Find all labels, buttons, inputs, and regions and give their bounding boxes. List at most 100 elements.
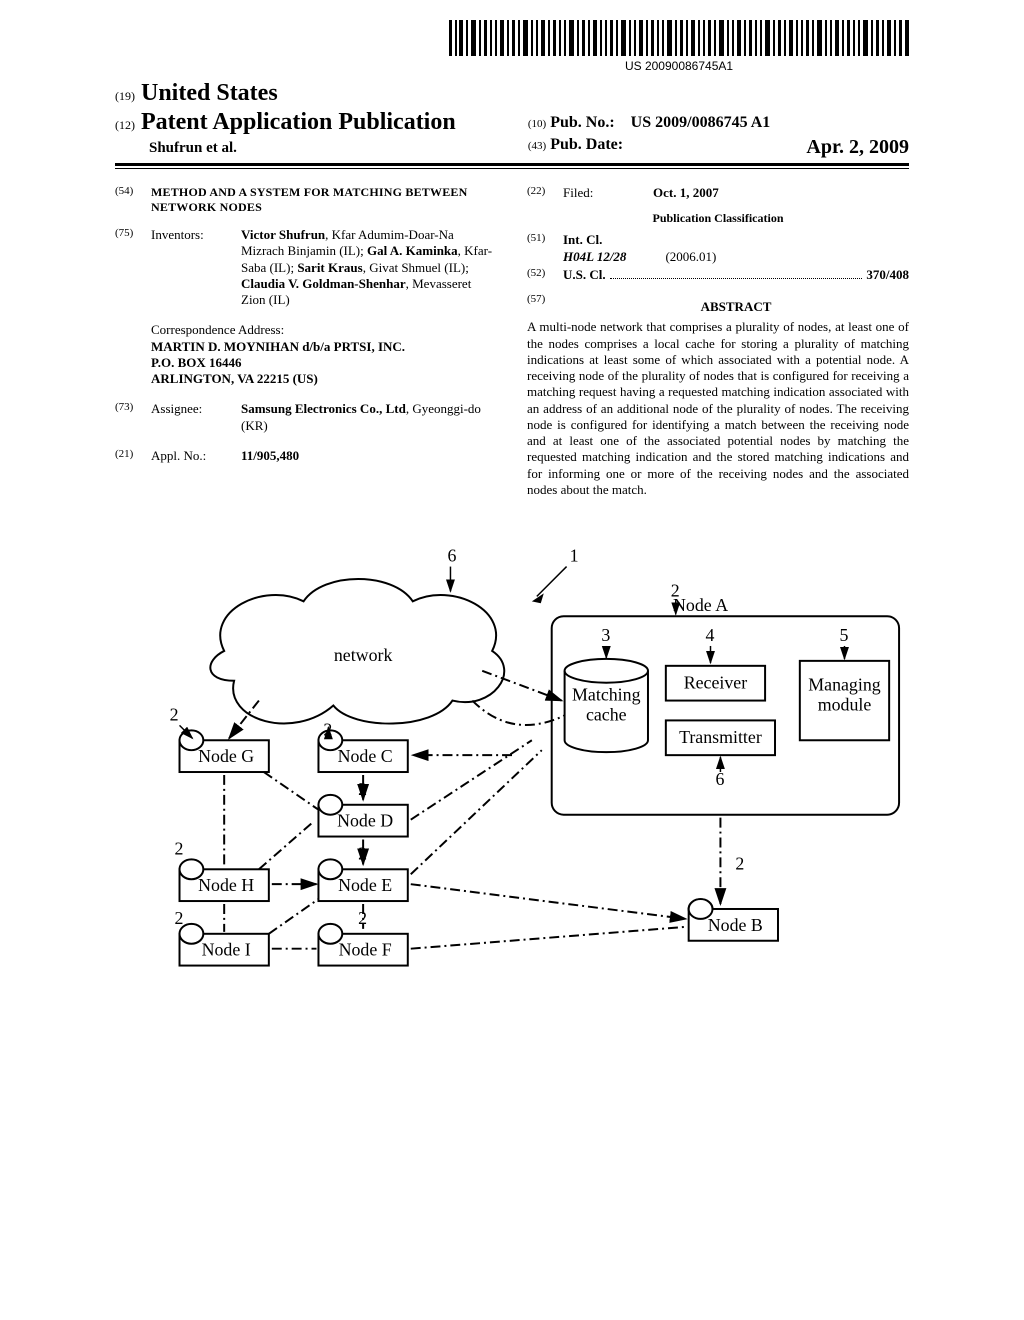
code-51: (51) <box>527 232 563 265</box>
barcode-svg <box>449 20 909 56</box>
field-21: (21) Appl. No.: 11/905,480 <box>115 448 497 464</box>
ref-2-g: 2 <box>170 704 179 724</box>
patent-page: US 20090086745A1 (19) United States (12)… <box>0 0 1024 1320</box>
node-b: Node B <box>689 899 778 941</box>
us-cl-dots <box>610 268 863 279</box>
code-19: (19) <box>115 89 135 103</box>
code-75: (75) <box>115 227 151 308</box>
inv4-name: Claudia V. Goldman-Shenhar <box>241 276 406 291</box>
ref-2-h: 2 <box>175 838 184 858</box>
code-57: (57) <box>527 293 563 315</box>
authors-line: Shufrun et al. <box>115 140 496 157</box>
int-cl-row: H04L 12/28 (2006.01) <box>563 249 909 265</box>
svg-text:Node F: Node F <box>339 940 392 960</box>
transmitter-label: Transmitter <box>679 727 762 747</box>
svg-text:Node C: Node C <box>338 746 393 766</box>
right-column: (22) Filed: Oct. 1, 2007 Publication Cla… <box>527 185 909 498</box>
connections <box>224 671 720 949</box>
cache-label-2: cache <box>586 704 627 724</box>
svg-text:Node E: Node E <box>338 875 392 895</box>
pub-no-line: (10) Pub. No.: US 2009/0086745 A1 <box>528 114 909 132</box>
label-75: Inventors: <box>151 227 241 308</box>
doc-type-line: (12) Patent Application Publication <box>115 109 496 136</box>
corr-line2: P.O. BOX 16446 <box>151 355 497 371</box>
ref-3: 3 <box>601 625 610 645</box>
cache-top <box>565 659 648 683</box>
label-22: Filed: <box>563 185 653 201</box>
code-54: (54) <box>115 185 151 215</box>
diagram-svg: network 6 1 Node A 2 Matching cache 3 Re… <box>115 540 909 1010</box>
cache-label-1: Matching <box>572 685 641 705</box>
field-73: (73) Assignee: Samsung Electronics Co., … <box>115 401 497 434</box>
ref-1: 1 <box>570 546 579 566</box>
header-right: (10) Pub. No.: US 2009/0086745 A1 (43) P… <box>528 80 909 159</box>
country-name: United States <box>141 80 278 106</box>
country-line: (19) United States <box>115 80 496 107</box>
left-column: (54) METHOD AND A SYSTEM FOR MATCHING BE… <box>115 185 497 498</box>
inv3-rest: , Givat Shmuel (IL); <box>363 260 469 275</box>
managing-label-2: module <box>818 694 872 714</box>
rule-thin <box>115 168 909 169</box>
int-cl-label: Int. Cl. <box>563 232 909 248</box>
label-73: Assignee: <box>151 401 241 434</box>
abstract-text: A multi-node network that comprises a pl… <box>527 319 909 498</box>
pub-no-label: Pub. No.: <box>550 114 614 131</box>
us-cl-value: 370/408 <box>866 267 909 283</box>
appl-no-value: 11/905,480 <box>241 448 497 464</box>
correspondence-block: Correspondence Address: MARTIN D. MOYNIH… <box>151 322 497 387</box>
body-columns: (54) METHOD AND A SYSTEM FOR MATCHING BE… <box>115 185 909 498</box>
barcode-text: US 20090086745A1 <box>449 59 909 73</box>
code-52: (52) <box>527 267 563 283</box>
code-73: (73) <box>115 401 151 434</box>
int-cl-block: Int. Cl. H04L 12/28 (2006.01) <box>563 232 909 265</box>
rule-thick <box>115 163 909 166</box>
ref-1-line <box>537 567 567 597</box>
cloud-label: network <box>334 645 393 665</box>
inv3-name: Sarit Kraus <box>297 260 362 275</box>
inv2-name: Gal A. Kaminka <box>367 243 458 258</box>
corr-line3: ARLINGTON, VA 22215 (US) <box>151 371 497 387</box>
field-52: (52) U.S. Cl. 370/408 <box>527 267 909 283</box>
int-cl-class: H04L 12/28 <box>563 249 626 264</box>
code-12: (12) <box>115 118 135 132</box>
header-left: (19) United States (12) Patent Applicati… <box>115 80 496 157</box>
receiver-label: Receiver <box>684 673 748 693</box>
us-cl-block: U.S. Cl. 370/408 <box>563 267 909 283</box>
field-75: (75) Inventors: Victor Shufrun, Kfar Adu… <box>115 227 497 308</box>
svg-text:Node D: Node D <box>337 811 393 831</box>
managing-label-1: Managing <box>808 675 880 695</box>
code-21: (21) <box>115 448 151 464</box>
svg-text:Node B: Node B <box>708 915 763 935</box>
svg-text:Node I: Node I <box>202 940 251 960</box>
barcode-bars <box>449 20 909 56</box>
assignee-value: Samsung Electronics Co., Ltd, Gyeonggi-d… <box>241 401 497 434</box>
ref-5: 5 <box>840 625 849 645</box>
field-22: (22) Filed: Oct. 1, 2007 <box>527 185 909 201</box>
pub-date-value: Apr. 2, 2009 <box>806 136 909 159</box>
code-10: (10) <box>528 118 546 130</box>
abstract-heading: ABSTRACT <box>563 299 909 315</box>
ref-2-b: 2 <box>735 853 744 873</box>
corr-line1: MARTIN D. MOYNIHAN d/b/a PRTSI, INC. <box>151 339 497 355</box>
pub-date-line: (43) Pub. Date: Apr. 2, 2009 <box>528 136 909 154</box>
code-22: (22) <box>527 185 563 201</box>
node-a-label: Node A <box>673 595 728 615</box>
ref-6a: 6 <box>447 546 456 566</box>
code-43: (43) <box>528 140 546 152</box>
field-54: (54) METHOD AND A SYSTEM FOR MATCHING BE… <box>115 185 497 215</box>
pub-class-heading: Publication Classification <box>527 211 909 226</box>
node-e: Node E <box>318 859 407 901</box>
doc-type: Patent Application Publication <box>141 109 456 135</box>
pub-no-value: US 2009/0086745 A1 <box>631 114 771 131</box>
node-f: Node F <box>318 924 407 966</box>
int-cl-date: (2006.01) <box>665 249 716 264</box>
pub-date-label: Pub. Date: <box>550 136 623 153</box>
inv1-name: Victor Shufrun <box>241 227 325 242</box>
label-21: Appl. No.: <box>151 448 241 464</box>
field-51: (51) Int. Cl. H04L 12/28 (2006.01) <box>527 232 909 265</box>
filed-value: Oct. 1, 2007 <box>653 185 909 201</box>
field-57: (57) ABSTRACT <box>527 293 909 315</box>
ref-2-a: 2 <box>671 580 680 600</box>
svg-text:Node H: Node H <box>198 875 254 895</box>
corr-label: Correspondence Address: <box>151 322 497 338</box>
